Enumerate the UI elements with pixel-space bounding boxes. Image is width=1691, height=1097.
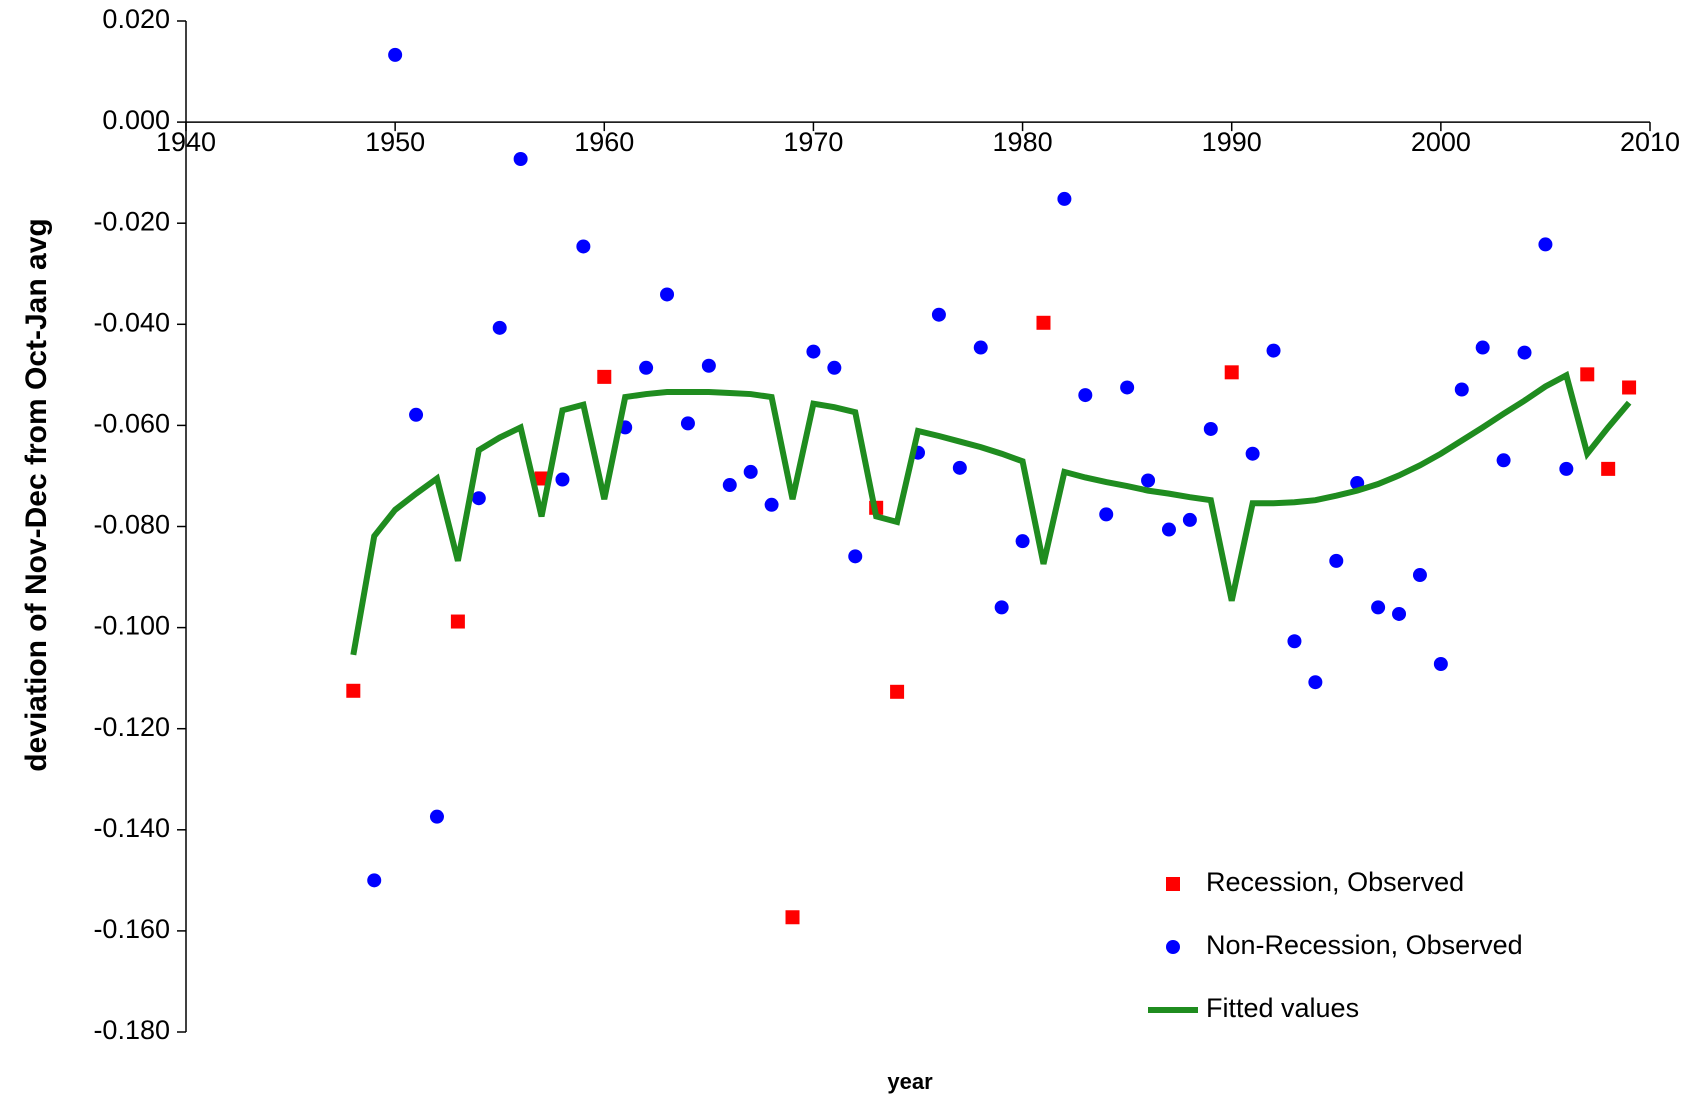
point [1475,340,1490,355]
point [680,416,695,431]
point [1601,461,1616,476]
legend-label: Fitted values [1206,993,1359,1023]
point [1392,606,1407,621]
point [534,471,549,486]
point [1287,634,1302,649]
point [660,287,675,302]
y-tick-label: -0.020 [93,206,170,236]
point [994,600,1009,615]
x-tick-label: 1990 [1202,127,1262,157]
y-tick-label: -0.040 [93,307,170,337]
y-axis-title: deviation of Nov-Dec from Oct-Jan avg [20,218,53,771]
point [388,47,403,62]
y-tick-label: -0.120 [93,712,170,742]
point [1161,522,1176,537]
point [701,358,716,373]
point [1224,365,1239,380]
x-tick-label: 1980 [993,127,1053,157]
x-tick-label: 1960 [574,127,634,157]
y-tick-label: -0.100 [93,611,170,641]
point [952,460,967,475]
legend-label: Non-Recession, Observed [1206,930,1523,960]
point [827,360,842,375]
point [1182,512,1197,527]
x-tick-label: 1950 [365,127,425,157]
point [848,549,863,564]
point [1454,382,1469,397]
point [1120,380,1135,395]
x-tick-label: 1970 [783,127,843,157]
x-tick-label: 2000 [1411,127,1471,157]
x-axis-title: year [887,1069,933,1094]
point [1099,507,1114,522]
point [785,910,800,925]
point [597,369,612,384]
legend-swatch [1166,940,1180,954]
point [973,340,988,355]
y-tick-label: 0.020 [102,4,170,34]
point [513,152,528,167]
point [764,497,779,512]
point [450,614,465,629]
y-tick-label: -0.180 [93,1015,170,1045]
point [722,478,737,493]
point [1057,191,1072,206]
point [367,873,382,888]
point [1559,461,1574,476]
y-tick-label: 0.000 [102,105,170,135]
point [1496,453,1511,468]
y-tick-label: -0.160 [93,914,170,944]
point [1412,568,1427,583]
point [1538,237,1553,252]
point [1266,343,1281,358]
point [1622,380,1637,395]
point [492,320,507,335]
point [346,683,361,698]
point [1371,600,1386,615]
point [806,344,821,359]
point [1517,345,1532,360]
point [576,239,591,254]
y-tick-label: -0.140 [93,813,170,843]
point [931,307,946,322]
point [409,407,424,422]
legend-label: Recession, Observed [1206,867,1464,897]
y-tick-label: -0.080 [93,510,170,540]
point [1308,675,1323,690]
point [1329,553,1344,568]
point [890,684,905,699]
x-tick-label: 2010 [1620,127,1680,157]
point [1078,388,1093,403]
point [429,809,444,824]
point [555,472,570,487]
point [639,360,654,375]
x-tick-label: 1940 [156,127,216,157]
y-tick-label: -0.060 [93,409,170,439]
fitted-line [350,370,1632,656]
point [1036,315,1051,330]
point [1433,656,1448,671]
point [743,464,758,479]
point [471,491,486,506]
point [1141,473,1156,488]
point [1245,446,1260,461]
point [1015,534,1030,549]
point [1203,421,1218,436]
legend-swatch [1166,877,1180,891]
point [1580,367,1595,382]
